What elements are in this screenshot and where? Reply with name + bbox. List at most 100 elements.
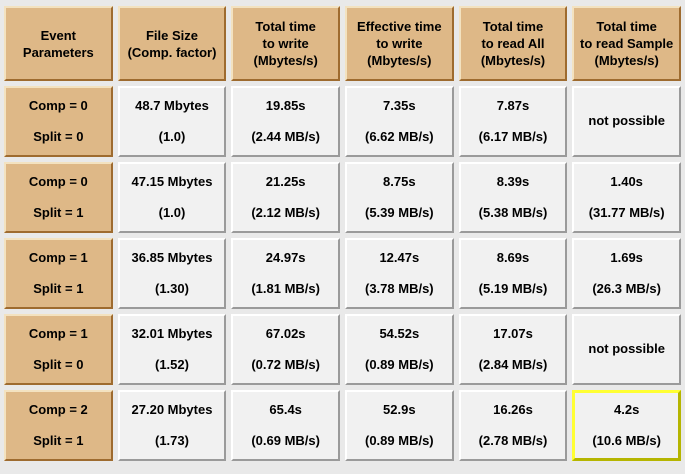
row3-write-effective[interactable]: 12.47s (3.78 MB/s) bbox=[344, 238, 454, 309]
row1-read-sample[interactable]: not possible bbox=[572, 86, 681, 157]
split-value: Split = 1 bbox=[33, 432, 84, 448]
row1-write-total[interactable]: 19.85s (2.44 MB/s) bbox=[231, 86, 340, 157]
row5-write-total[interactable]: 65.4s (0.69 MB/s) bbox=[231, 390, 340, 461]
value-line: 19.85s bbox=[265, 97, 306, 113]
row3-read-all[interactable]: 8.69s (5.19 MB/s) bbox=[458, 238, 568, 309]
rate-line: (31.77 MB/s) bbox=[588, 205, 665, 220]
row2-write-effective[interactable]: 8.75s (5.39 MB/s) bbox=[344, 162, 454, 233]
split-value: Split = 0 bbox=[33, 356, 84, 372]
row2-read-all[interactable]: 8.39s (5.38 MB/s) bbox=[458, 162, 568, 233]
value-line: 21.25s bbox=[265, 173, 306, 189]
value-line: 1.69s bbox=[610, 249, 643, 265]
row4-write-effective[interactable]: 54.52s (0.89 MB/s) bbox=[344, 314, 454, 385]
header-event-parameters: Event Parameters bbox=[4, 6, 113, 81]
factor-line: (1.52) bbox=[155, 357, 189, 372]
value-line: 48.7 Mbytes bbox=[135, 97, 209, 113]
comp-value: Comp = 0 bbox=[28, 98, 88, 114]
header-label: Total time to read Sample (Mbytes/s) bbox=[580, 19, 674, 68]
rate-line: (0.89 MB/s) bbox=[365, 357, 434, 372]
value-line: 27.20 Mbytes bbox=[131, 401, 213, 417]
split-value: Split = 0 bbox=[33, 128, 84, 144]
rate-line: (10.6 MB/s) bbox=[592, 433, 661, 448]
value-line: 17.07s bbox=[493, 325, 533, 341]
value-line: 8.75s bbox=[383, 173, 416, 189]
value-line: 4.2s bbox=[614, 401, 640, 417]
row2-read-sample[interactable]: 1.40s (31.77 MB/s) bbox=[572, 162, 681, 233]
row5-write-effective[interactable]: 52.9s (0.89 MB/s) bbox=[344, 390, 454, 461]
row3-write-total[interactable]: 24.97s (1.81 MB/s) bbox=[231, 238, 340, 309]
row3-read-sample[interactable]: 1.69s (26.3 MB/s) bbox=[572, 238, 681, 309]
header-file-size: File Size (Comp. factor) bbox=[117, 6, 227, 81]
header-label: Effective time to write (Mbytes/s) bbox=[357, 19, 442, 68]
comp-value: Comp = 2 bbox=[28, 402, 88, 418]
row5-params[interactable]: Comp = 2 Split = 1 bbox=[4, 390, 113, 461]
comp-value: Comp = 0 bbox=[28, 174, 88, 190]
comp-value: Comp = 1 bbox=[28, 326, 88, 342]
row2-params[interactable]: Comp = 0 Split = 1 bbox=[4, 162, 113, 233]
row4-write-total[interactable]: 67.02s (0.72 MB/s) bbox=[231, 314, 340, 385]
row4-read-all[interactable]: 17.07s (2.84 MB/s) bbox=[458, 314, 568, 385]
rate-line: (2.12 MB/s) bbox=[251, 205, 320, 220]
row2-file-size[interactable]: 47.15 Mbytes (1.0) bbox=[117, 162, 227, 233]
value-line: 54.52s bbox=[379, 325, 420, 341]
value-line: 7.35s bbox=[383, 97, 416, 113]
row5-file-size[interactable]: 27.20 Mbytes (1.73) bbox=[117, 390, 227, 461]
row1-params[interactable]: Comp = 0 Split = 0 bbox=[4, 86, 113, 157]
rate-line: (6.62 MB/s) bbox=[365, 129, 434, 144]
value-line: 1.40s bbox=[610, 173, 643, 189]
value-line: 7.87s bbox=[496, 97, 530, 113]
header-total-time-write: Total time to write (Mbytes/s) bbox=[231, 6, 340, 81]
header-label: Total time to write (Mbytes/s) bbox=[253, 19, 318, 68]
factor-line: (1.0) bbox=[158, 205, 186, 220]
rate-line: (5.39 MB/s) bbox=[365, 205, 434, 220]
value-line: 12.47s bbox=[379, 249, 420, 265]
value-line: 16.26s bbox=[493, 401, 533, 417]
split-value: Split = 1 bbox=[33, 280, 84, 296]
header-label: Total time to read All (Mbytes/s) bbox=[480, 19, 546, 68]
value-line: 67.02s bbox=[265, 325, 306, 341]
split-value: Split = 1 bbox=[33, 204, 84, 220]
row5-read-sample-selected[interactable]: 4.2s (10.6 MB/s) bbox=[572, 390, 681, 461]
header-total-time-read-all: Total time to read All (Mbytes/s) bbox=[458, 6, 568, 81]
rate-line: (26.3 MB/s) bbox=[592, 281, 661, 296]
value-line: not possible bbox=[588, 341, 665, 357]
rate-line: (5.38 MB/s) bbox=[478, 205, 548, 220]
rate-line: (0.72 MB/s) bbox=[251, 357, 320, 372]
rate-line: (1.81 MB/s) bbox=[251, 281, 320, 296]
value-line: 8.69s bbox=[496, 249, 530, 265]
row4-params[interactable]: Comp = 1 Split = 0 bbox=[4, 314, 113, 385]
value-line: 32.01 Mbytes bbox=[131, 325, 213, 341]
value-line: 65.4s bbox=[269, 401, 302, 417]
header-effective-time-write: Effective time to write (Mbytes/s) bbox=[344, 6, 454, 81]
rate-line: (5.19 MB/s) bbox=[478, 281, 548, 296]
row1-read-all[interactable]: 7.87s (6.17 MB/s) bbox=[458, 86, 568, 157]
row5-read-all[interactable]: 16.26s (2.78 MB/s) bbox=[458, 390, 568, 461]
value-line: not possible bbox=[588, 113, 665, 129]
rate-line: (2.78 MB/s) bbox=[478, 433, 548, 448]
row1-write-effective[interactable]: 7.35s (6.62 MB/s) bbox=[344, 86, 454, 157]
row4-read-sample[interactable]: not possible bbox=[572, 314, 681, 385]
header-label: Event Parameters bbox=[22, 27, 94, 60]
rate-line: (0.69 MB/s) bbox=[251, 433, 320, 448]
rate-line: (2.84 MB/s) bbox=[478, 357, 548, 372]
value-line: 36.85 Mbytes bbox=[131, 249, 213, 265]
row2-write-total[interactable]: 21.25s (2.12 MB/s) bbox=[231, 162, 340, 233]
factor-line: (1.30) bbox=[155, 281, 189, 296]
rate-line: (6.17 MB/s) bbox=[478, 129, 548, 144]
row4-file-size[interactable]: 32.01 Mbytes (1.52) bbox=[117, 314, 227, 385]
value-line: 47.15 Mbytes bbox=[131, 173, 213, 189]
row3-params[interactable]: Comp = 1 Split = 1 bbox=[4, 238, 113, 309]
value-line: 52.9s bbox=[383, 401, 416, 417]
rate-line: (2.44 MB/s) bbox=[251, 129, 320, 144]
rate-line: (0.89 MB/s) bbox=[365, 433, 434, 448]
row1-file-size[interactable]: 48.7 Mbytes (1.0) bbox=[117, 86, 227, 157]
comp-value: Comp = 1 bbox=[28, 250, 88, 266]
row3-file-size[interactable]: 36.85 Mbytes (1.30) bbox=[117, 238, 227, 309]
factor-line: (1.0) bbox=[158, 129, 186, 144]
header-label: File Size (Comp. factor) bbox=[127, 27, 217, 60]
rate-line: (3.78 MB/s) bbox=[365, 281, 434, 296]
factor-line: (1.73) bbox=[155, 433, 189, 448]
header-total-time-read-sample: Total time to read Sample (Mbytes/s) bbox=[572, 6, 681, 81]
value-line: 8.39s bbox=[496, 173, 530, 189]
